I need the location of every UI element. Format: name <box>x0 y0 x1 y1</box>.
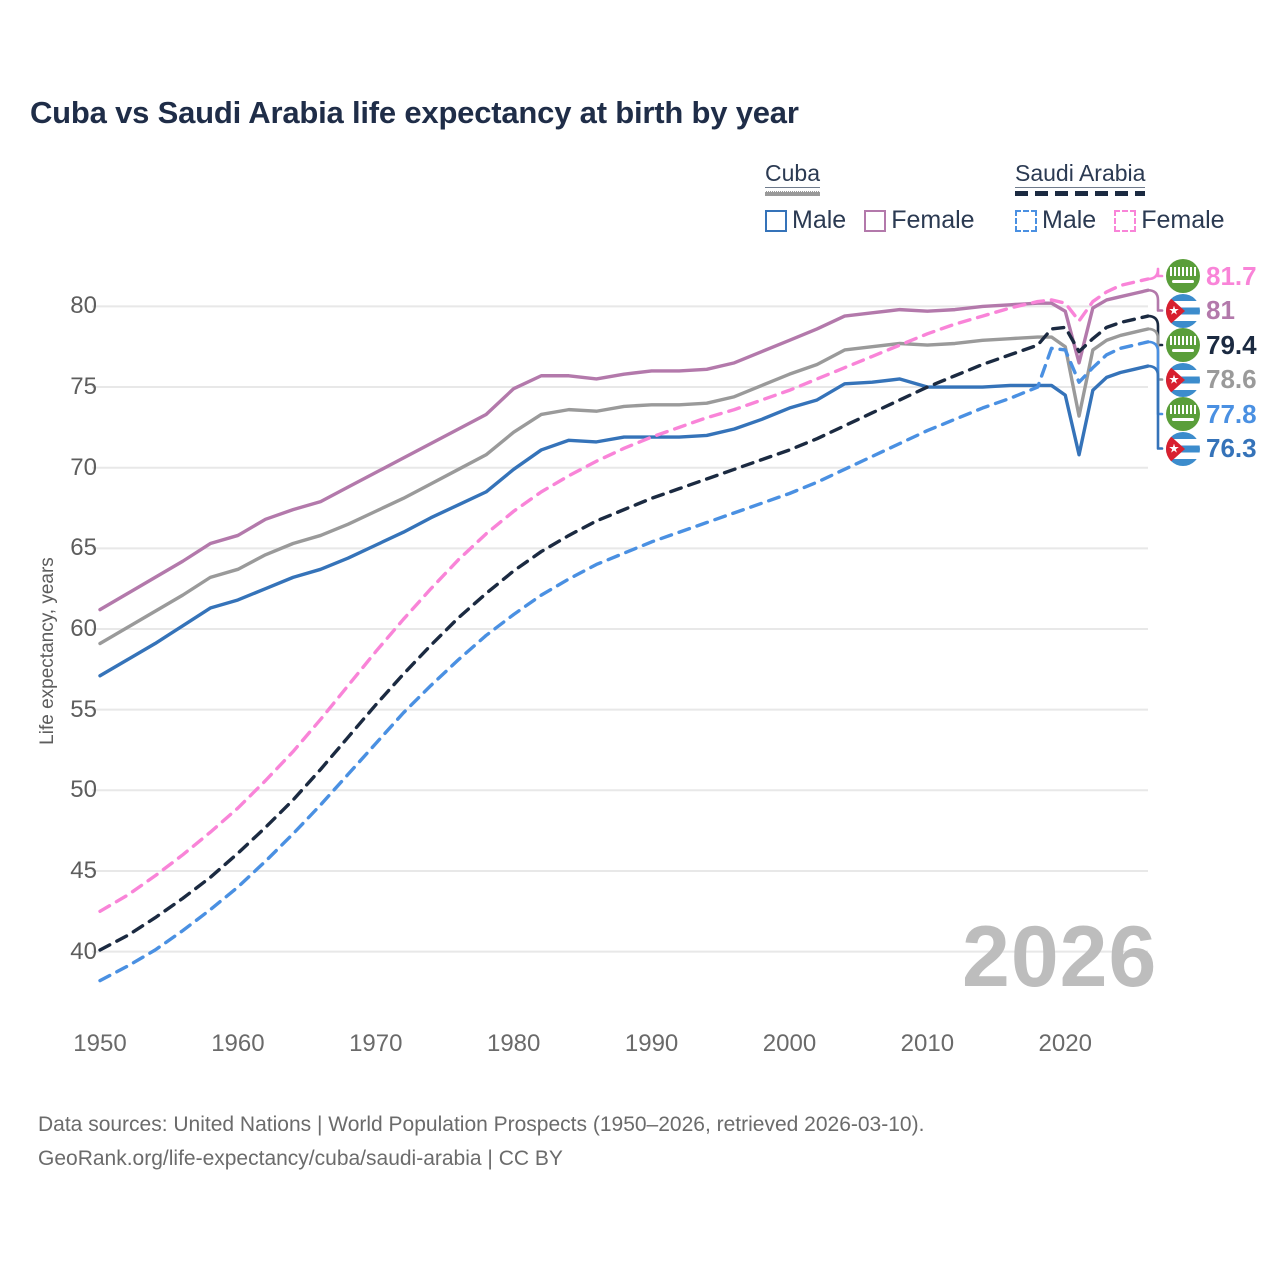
legend-group-cuba: Cuba Male Female <box>765 160 975 235</box>
y-axis-tick-55: 55 <box>70 695 97 723</box>
cuba-flag-icon <box>1166 431 1200 466</box>
legend-label-cuba-female: Female <box>891 206 975 234</box>
cuba-flag-icon <box>1166 293 1200 328</box>
end-label-cuba-total[interactable]: 78.6 <box>1166 362 1257 397</box>
end-label-leader-cuba-total <box>1146 327 1164 381</box>
end-label-saudi-total[interactable]: 79.4 <box>1166 328 1257 362</box>
series-line-cuba-total <box>98 327 1150 646</box>
series-line-cuba-male <box>98 364 1150 678</box>
x-axis-tick-1970: 1970 <box>349 1030 403 1057</box>
legend-label-cuba-male: Male <box>792 206 847 234</box>
legend-group-saudi-arabia: Saudi Arabia Male Female <box>1015 160 1225 235</box>
end-label-leader-cuba-male <box>1146 364 1164 450</box>
legend-item-saudi-male[interactable]: Male <box>1015 206 1096 235</box>
end-label-value: 77.8 <box>1206 398 1257 429</box>
legend-item-cuba-female[interactable]: Female <box>864 206 975 235</box>
legend-country-saudi-arabia: Saudi Arabia <box>1015 160 1146 188</box>
x-axis-tick-1990: 1990 <box>624 1030 679 1057</box>
legend-swatch-icon-saudi-female <box>1114 209 1137 232</box>
y-axis-tick-50: 50 <box>70 776 97 804</box>
y-axis-tick-65: 65 <box>70 534 97 562</box>
legend-label-saudi-male: Male <box>1042 206 1097 234</box>
chart-legend: Cuba Male Female Saudi Arabia <box>760 160 1250 240</box>
legend-item-cuba-male[interactable]: Male <box>765 206 846 235</box>
y-axis-tick-70: 70 <box>70 453 97 481</box>
saudi-flag-icon <box>1166 328 1200 362</box>
end-label-value: 79.4 <box>1206 329 1257 360</box>
series-line-saudi-arabia-total <box>98 314 1150 952</box>
footer-data-sources: Data sources: United Nations | World Pop… <box>38 1113 925 1136</box>
legend-swatch-icon-saudi-male <box>1015 209 1037 232</box>
x-axis-tick-1950: 1950 <box>73 1030 127 1057</box>
end-label-value: 78.6 <box>1206 364 1257 394</box>
legend-rule-cuba <box>765 191 820 196</box>
y-axis-tick-40: 40 <box>70 937 97 965</box>
legend-label-saudi-female: Female <box>1141 206 1225 234</box>
x-axis-tick-2020: 2020 <box>1038 1030 1092 1057</box>
legend-swatch-icon-cuba-female <box>864 209 887 232</box>
page-title: Cuba vs Saudi Arabia life expectancy at … <box>30 95 799 130</box>
legend-country-cuba: Cuba <box>765 160 820 188</box>
y-axis-tick-75: 75 <box>70 373 97 401</box>
legend-swatch-icon-cuba-male <box>765 209 787 232</box>
end-label-value: 81.7 <box>1206 260 1257 291</box>
x-axis-tick-2000: 2000 <box>762 1030 817 1057</box>
series-line-cuba-female <box>98 288 1150 612</box>
end-label-cuba-female[interactable]: 81 <box>1166 293 1235 328</box>
y-axis-tick-80: 80 <box>70 292 97 320</box>
x-axis-tick-2010: 2010 <box>900 1030 955 1057</box>
end-label-leader-cuba-female <box>1146 288 1164 312</box>
x-axis-tick-1960: 1960 <box>211 1030 265 1057</box>
saudi-flag-icon <box>1166 397 1200 431</box>
end-label-value: 81 <box>1206 295 1235 325</box>
x-axis-tick-1980: 1980 <box>486 1030 541 1057</box>
year-watermark: 2026 <box>962 909 1158 1005</box>
footer-attribution: GeoRank.org/life-expectancy/cuba/saudi-a… <box>38 1147 563 1170</box>
end-label-value: 76.3 <box>1206 433 1257 463</box>
saudi-flag-icon <box>1166 259 1200 293</box>
end-label-cuba-male[interactable]: 76.3 <box>1166 431 1257 466</box>
chart-footer: Data sources: United Nations | World Pop… <box>38 1108 924 1176</box>
end-label-leader-saudi-total <box>1146 314 1164 347</box>
end-label-leader-saudi-female <box>1146 267 1164 281</box>
y-axis-tick-45: 45 <box>70 856 97 884</box>
end-label-saudi-male[interactable]: 77.8 <box>1166 397 1257 431</box>
end-label-saudi-female[interactable]: 81.7 <box>1166 259 1257 293</box>
cuba-flag-icon <box>1166 362 1200 397</box>
y-axis-tick-60: 60 <box>70 615 97 642</box>
end-label-leader-saudi-male <box>1146 340 1164 416</box>
series-line-saudi-arabia-male <box>98 340 1150 983</box>
series-line-saudi-arabia-female <box>98 277 1150 913</box>
legend-item-saudi-female[interactable]: Female <box>1114 206 1225 235</box>
legend-rule-saudi-arabia <box>1015 191 1146 196</box>
y-axis-label: Life expectancy, years <box>37 557 58 745</box>
